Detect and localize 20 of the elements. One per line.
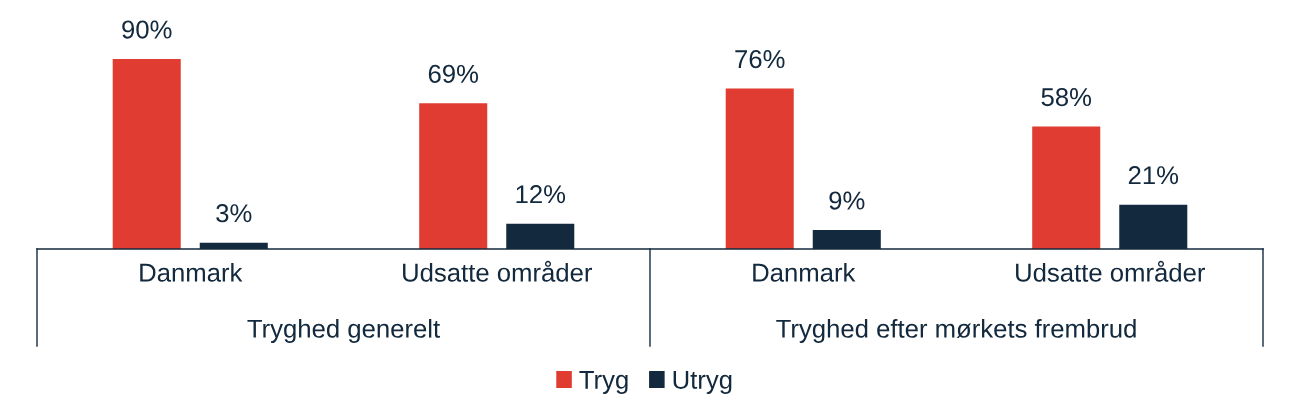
- text: Tryghed generelt: [247, 318, 440, 343]
- x-tick-label: Udsatte områder: [1016, 260, 1206, 282]
- x-tick-label: Danmark: [140, 262, 243, 282]
- data-label: 12%: [516, 185, 566, 204]
- bar: [1032, 126, 1101, 249]
- x-tick-label: Danmark: [753, 262, 856, 282]
- legend-label: Tryg: [579, 370, 628, 394]
- legend-label: Utryg: [673, 370, 732, 394]
- bar: [419, 103, 488, 249]
- data-label: 69%: [428, 64, 479, 83]
- text: Tryghed efter mørkets frembrud: [776, 318, 1136, 343]
- data-label: 21%: [1128, 166, 1179, 185]
- data-label: 3%: [216, 204, 252, 223]
- bar: [112, 59, 181, 249]
- bar: [725, 88, 794, 249]
- data-label: 76%: [735, 50, 785, 69]
- x-tick-label: Udsatte områder: [403, 260, 593, 282]
- data-label: 58%: [1041, 88, 1092, 107]
- data-label: 90%: [122, 20, 172, 39]
- data-label: 9%: [829, 191, 865, 210]
